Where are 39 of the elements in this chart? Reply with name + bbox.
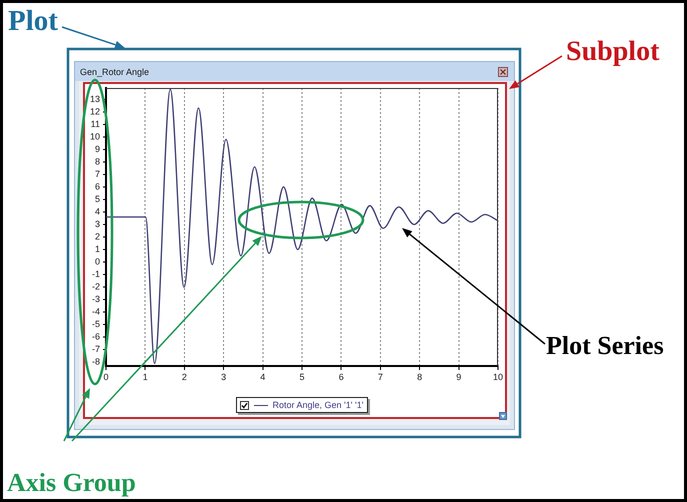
text: Plot <box>8 5 58 37</box>
y-tick-label: 3 <box>94 218 100 229</box>
text: Subplot <box>566 36 660 67</box>
x-tick-label: 5 <box>299 372 305 382</box>
y-tick-label: -1 <box>92 269 100 280</box>
x-tick-label: 8 <box>417 372 422 382</box>
x-tick-label: 2 <box>182 372 187 382</box>
y-tick-label: 12 <box>90 106 100 116</box>
y-tick-label: -5 <box>92 319 100 330</box>
x-tick-label: 7 <box>378 372 383 382</box>
text: Axis Group <box>7 468 136 497</box>
y-tick-label: 4 <box>94 206 100 216</box>
y-tick-label: 7 <box>94 168 100 179</box>
y-tick-label: 9 <box>94 144 100 154</box>
y-tick-label: -7 <box>92 344 100 354</box>
x-tick-label: 4 <box>260 372 266 382</box>
text: Plot Series <box>546 331 664 360</box>
y-tick-label: 6 <box>94 181 100 192</box>
x-tick-label: 10 <box>492 372 504 382</box>
x-tick-label: 6 <box>338 372 344 382</box>
y-tick-label: 11 <box>90 118 100 129</box>
y-tick-label: 0 <box>94 256 100 267</box>
y-tick-label: 2 <box>94 232 100 242</box>
y-tick-label: -8 <box>92 356 100 367</box>
y-tick-label: 1 <box>94 244 100 254</box>
y-tick-label: -6 <box>92 332 100 342</box>
legend-label: Rotor Angle, Gen '1' '1' <box>272 400 364 410</box>
x-tick-label: 9 <box>456 372 462 382</box>
chart-title: Gen_Rotor Angle <box>80 67 150 77</box>
x-tick-label: 1 <box>142 372 148 382</box>
x-tick-label: 3 <box>221 372 226 382</box>
x-tick-label: 0 <box>103 372 109 382</box>
y-tick-label: 10 <box>90 131 100 142</box>
y-tick-label: -4 <box>92 306 100 317</box>
y-tick-label: 13 <box>90 94 100 104</box>
y-tick-label: -2 <box>92 282 100 292</box>
y-tick-label: 5 <box>94 194 100 204</box>
y-tick-label: -3 <box>92 294 100 304</box>
y-tick-label: 8 <box>94 156 100 166</box>
